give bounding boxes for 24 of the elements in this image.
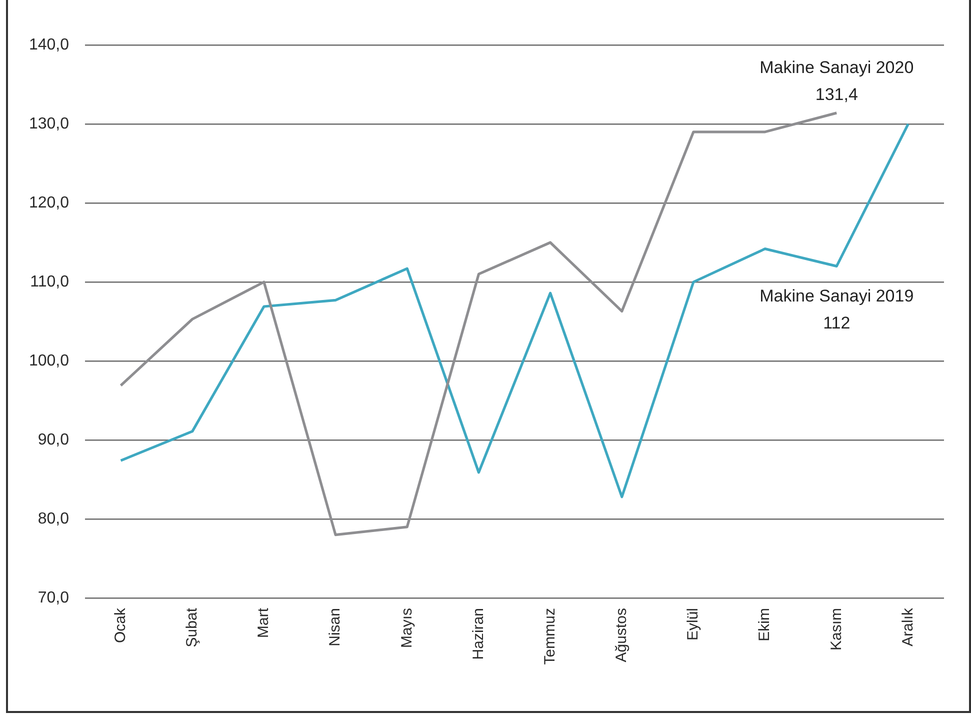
x-tick-label: Kasım — [828, 608, 845, 651]
x-tick-label: Aralık — [899, 608, 916, 646]
x-tick-label: Mayıs — [398, 608, 416, 648]
y-tick-label: 90,0 — [38, 431, 70, 448]
y-tick-label: 100,0 — [28, 352, 70, 370]
series-label: Makine Sanayi 2019 — [760, 286, 914, 306]
data-label: 112 — [823, 313, 850, 332]
y-tick-label: 80,0 — [38, 510, 70, 528]
data-label: 131,4 — [815, 85, 858, 104]
y-tick-label: 120,0 — [28, 194, 70, 212]
x-tick-label: Ağustos — [613, 608, 630, 662]
x-tick-label: Nisan — [326, 608, 344, 646]
y-tick-label: 130,0 — [28, 115, 70, 132]
x-tick-label: Eylül — [684, 608, 702, 641]
x-tick-label: Temmuz — [541, 608, 558, 665]
x-tick-label: Şubat — [184, 607, 201, 648]
text: Makine Sanayi 2020 — [760, 58, 914, 78]
x-tick-label: Haziran — [470, 608, 487, 660]
y-tick-label: 140,0 — [28, 36, 70, 54]
x-tick-label: Ocak — [112, 608, 129, 644]
y-tick-label: 70,0 — [38, 589, 70, 606]
x-tick-label: Ekim — [756, 608, 774, 642]
y-tick-label: 110,0 — [30, 273, 70, 290]
x-tick-label: Mart — [255, 607, 272, 638]
